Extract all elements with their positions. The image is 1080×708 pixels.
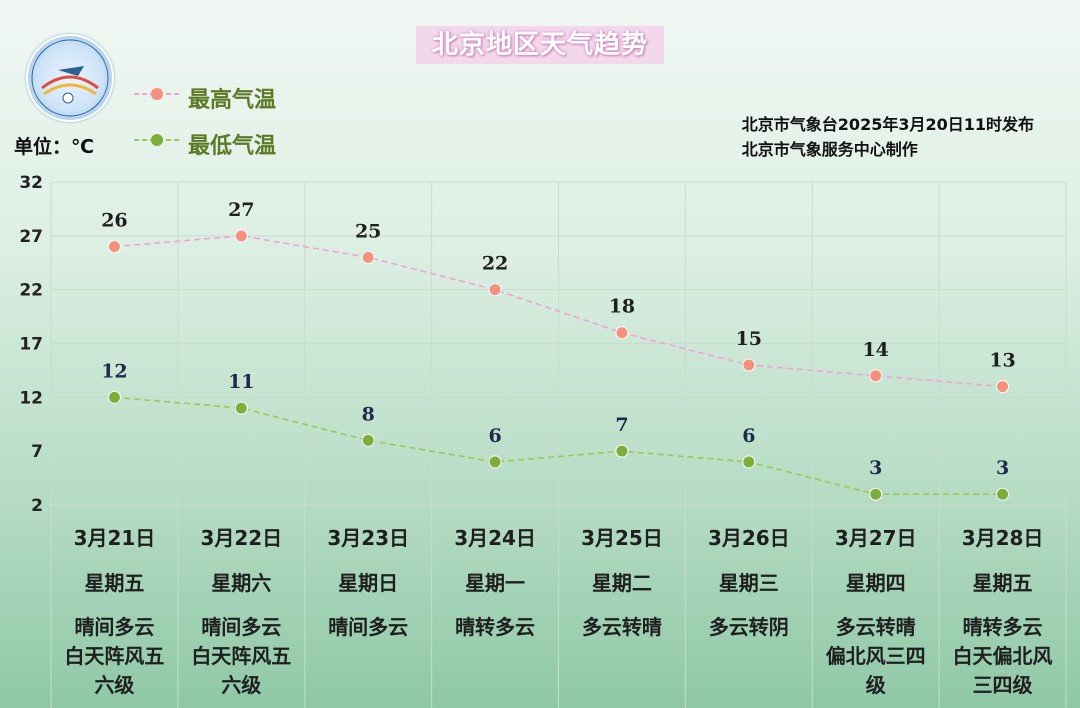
date-label: 3月24日 xyxy=(454,526,536,550)
page-title: 北京地区天气趋势 xyxy=(416,26,664,64)
data-label-high: 18 xyxy=(609,296,635,318)
weather-line: 晴转多云 xyxy=(962,615,1043,639)
point-high xyxy=(107,240,121,254)
data-label-high: 15 xyxy=(736,328,762,350)
publisher-info: 北京市气象台2025年3月20日11时发布 北京市气象服务中心制作 xyxy=(742,112,1034,162)
point-high xyxy=(488,283,502,297)
data-label-high: 14 xyxy=(862,339,888,361)
weather-line: 晴间多云 xyxy=(74,615,155,639)
date-label: 3月25日 xyxy=(581,526,663,550)
weather-line: 六级 xyxy=(221,673,262,697)
weather-description: 晴间多云白天阵风五六级 xyxy=(179,613,303,700)
point-low xyxy=(361,433,375,447)
weather-line: 晴间多云 xyxy=(201,615,282,639)
data-label-low: 11 xyxy=(228,371,254,393)
data-label-high: 13 xyxy=(989,350,1015,372)
date-label: 3月22日 xyxy=(200,526,283,550)
weather-line: 多云转阴 xyxy=(708,615,789,639)
date-label: 3月26日 xyxy=(707,526,790,550)
weekday-label: 星期一 xyxy=(465,571,526,595)
data-label-low: 3 xyxy=(996,457,1009,479)
weather-description: 晴转多云 xyxy=(433,613,557,642)
publisher-line-2: 北京市气象服务中心制作 xyxy=(741,140,918,159)
weather-line: 多云转晴 xyxy=(581,615,662,639)
y-tick-label: 2 xyxy=(31,496,43,516)
point-low xyxy=(488,455,502,469)
weather-line: 白天偏北风 xyxy=(952,644,1053,668)
date-label: 3月21日 xyxy=(73,526,156,550)
publisher-line-1: 北京市气象台2025年3月20日11时发布 xyxy=(741,115,1034,134)
y-tick-label: 27 xyxy=(19,227,43,247)
series-line-low xyxy=(114,396,1003,496)
point-high xyxy=(234,229,248,243)
weekday-label: 星期五 xyxy=(972,571,1033,595)
weekday-label: 星期五 xyxy=(84,571,145,595)
weather-description: 晴间多云 xyxy=(306,613,430,642)
date-label: 3月27日 xyxy=(834,526,917,550)
data-label-low: 7 xyxy=(615,414,628,436)
point-low xyxy=(615,444,629,458)
unit-label: 单位：℃ xyxy=(14,136,95,158)
legend-low-label: 最低气温 xyxy=(188,134,277,159)
weekday-label: 星期日 xyxy=(338,571,399,595)
series-line-high xyxy=(114,235,1003,388)
legend-high-marker xyxy=(134,88,180,100)
weather-description: 晴转多云白天偏北风三四级 xyxy=(941,613,1065,700)
data-label-low: 3 xyxy=(869,457,882,479)
weather-line: 六级 xyxy=(94,673,135,697)
point-low xyxy=(996,487,1010,501)
weather-line: 白天阵风五 xyxy=(191,644,292,668)
point-high xyxy=(869,369,883,383)
weather-line: 晴间多云 xyxy=(328,615,409,639)
y-tick-label: 22 xyxy=(19,281,43,301)
weekday-label: 星期二 xyxy=(591,571,652,595)
weather-description: 多云转阴 xyxy=(687,613,811,642)
weather-line: 三四级 xyxy=(972,673,1033,697)
weekday-label: 星期六 xyxy=(211,571,272,595)
y-tick-label: 7 xyxy=(31,442,43,462)
point-high xyxy=(996,380,1010,394)
y-tick-label: 17 xyxy=(19,335,43,355)
point-high xyxy=(615,326,629,340)
point-high xyxy=(361,250,375,264)
data-label-low: 12 xyxy=(101,360,127,382)
point-low xyxy=(869,487,883,501)
data-label-low: 8 xyxy=(362,403,375,425)
point-high xyxy=(742,358,756,372)
data-label-high: 26 xyxy=(101,210,127,232)
logo-emblem-icon xyxy=(31,39,109,117)
data-label-high: 25 xyxy=(355,220,381,242)
meteorological-service-logo xyxy=(26,34,114,122)
weather-description: 多云转晴 xyxy=(560,613,684,642)
date-label: 3月23日 xyxy=(327,526,410,550)
point-low xyxy=(107,390,121,404)
data-label-low: 6 xyxy=(488,425,501,447)
weekday-label: 星期三 xyxy=(718,571,779,595)
point-low xyxy=(742,455,756,469)
date-label: 3月28日 xyxy=(961,526,1044,550)
data-label-low: 6 xyxy=(742,425,755,447)
weather-description: 晴间多云白天阵风五六级 xyxy=(52,613,176,700)
weekday-label: 星期四 xyxy=(845,571,906,595)
weather-line: 偏北风三四 xyxy=(825,644,926,668)
legend-high-label: 最高气温 xyxy=(188,88,277,113)
y-tick-label: 32 xyxy=(19,173,43,193)
legend-low-marker xyxy=(134,134,180,146)
weather-line: 多云转晴 xyxy=(835,615,916,639)
weather-line: 白天阵风五 xyxy=(64,644,165,668)
weather-line: 晴转多云 xyxy=(455,615,536,639)
data-label-high: 27 xyxy=(228,199,254,221)
point-low xyxy=(234,401,248,415)
data-label-high: 22 xyxy=(482,253,508,275)
y-tick-label: 12 xyxy=(19,388,43,408)
weather-description: 多云转晴偏北风三四级 xyxy=(814,613,938,700)
weather-line: 级 xyxy=(865,673,886,697)
